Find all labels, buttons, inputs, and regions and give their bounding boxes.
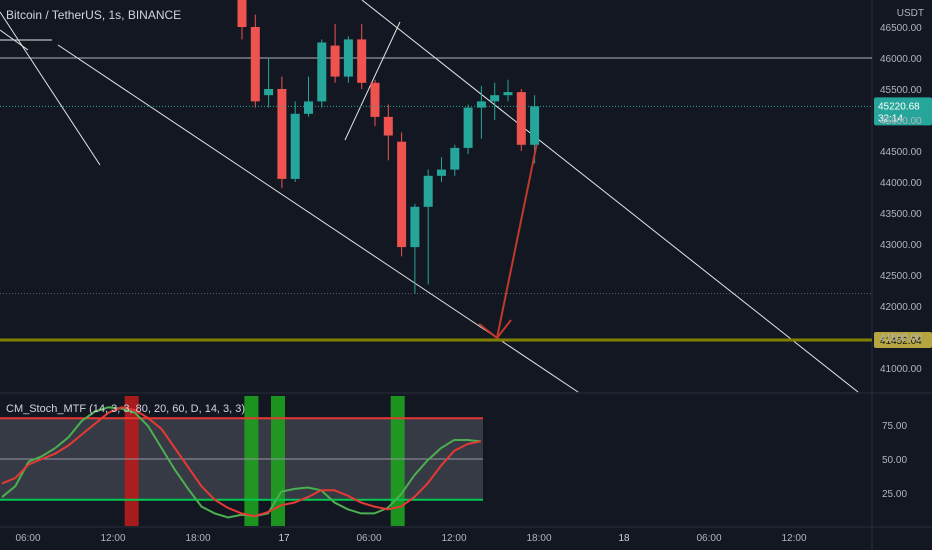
candle-body-11 — [383, 116, 393, 136]
countdown-label: 32:14 — [878, 113, 903, 124]
trendline-5 — [344, 21, 401, 141]
candle-body-14 — [423, 175, 433, 207]
candle-body-17 — [463, 107, 473, 148]
last-price-badge — [874, 97, 932, 126]
stochastic-pane — [0, 396, 483, 526]
level-label: 41452.04 — [880, 336, 922, 347]
time-tick-label: 12:00 — [781, 533, 806, 544]
candle-body-7 — [330, 45, 340, 77]
candle-body-5 — [304, 101, 313, 114]
price-tick-label: 43500.00 — [880, 209, 922, 220]
signal-column-0 — [124, 396, 139, 526]
price-tick-label: 41500.00 — [880, 333, 922, 344]
time-tick-label: 06:00 — [696, 533, 721, 544]
time-tick-label: 18:00 — [185, 533, 210, 544]
candle-body-1 — [250, 27, 260, 102]
time-tick-label: 18:00 — [526, 533, 551, 544]
candle-body-3 — [277, 89, 287, 179]
stoch-tick-label: 75.00 — [882, 421, 907, 432]
candle-body-15 — [437, 169, 446, 176]
candle-body-8 — [343, 39, 353, 77]
candle-body-22 — [530, 106, 540, 145]
candle-body-2 — [264, 89, 274, 96]
candle-body-10 — [370, 82, 380, 117]
currency-label: USDT — [896, 8, 924, 19]
time-tick-label: 17 — [278, 533, 290, 544]
price-tick-label: 43000.00 — [880, 240, 922, 251]
price-tick-label: 42000.00 — [880, 302, 922, 313]
stoch-tick-label: 25.00 — [882, 489, 907, 500]
arrow-head — [478, 319, 512, 340]
time-tick-label: 06:00 — [356, 533, 381, 544]
last-price-label: 45220.68 — [878, 101, 920, 112]
symbol-title[interactable]: Bitcoin / TetherUS, 1s, BINANCE — [6, 8, 182, 22]
candle-body-13 — [410, 206, 420, 248]
candle-body-19 — [490, 95, 500, 102]
time-tick-label: 12:00 — [441, 533, 466, 544]
candle-body-4 — [290, 113, 300, 179]
price-tick-label: 46500.00 — [880, 23, 922, 34]
candle-body-0 — [237, 0, 247, 27]
candle-body-16 — [450, 147, 460, 170]
candle-body-6 — [317, 42, 327, 102]
time-tick-label: 06:00 — [15, 533, 40, 544]
level-badge — [874, 331, 932, 348]
time-tick-label: 12:00 — [100, 533, 125, 544]
price-tick-label: 45500.00 — [880, 85, 922, 96]
price-tick-label: 42500.00 — [880, 271, 922, 282]
price-tick-label: 44500.00 — [880, 147, 922, 158]
price-tick-label: 46000.00 — [880, 54, 922, 65]
price-tick-label: 41000.00 — [880, 364, 922, 375]
indicator-title[interactable]: CM_Stoch_MTF (14, 3, 3, 80, 20, 60, D, 1… — [6, 403, 246, 415]
candle-body-20 — [503, 92, 513, 96]
candle-body-18 — [476, 101, 486, 108]
arrow-shaft — [496, 144, 538, 339]
trendline-0 — [0, 11, 101, 166]
signal-column-2 — [271, 396, 285, 526]
price-tick-label: 45000.00 — [880, 116, 922, 127]
candlestick-series — [237, 0, 540, 294]
signal-column-1 — [244, 396, 259, 526]
time-tick-label: 18 — [618, 533, 630, 544]
stoch-tick-label: 50.00 — [882, 455, 907, 466]
axes: 46500.00 46000.00 45500.00 45000.00 44500.00… — [15, 23, 922, 544]
stoch-series-line-0 — [1, 406, 481, 519]
stoch-series-line-1 — [1, 406, 482, 518]
candle-body-21 — [516, 92, 526, 145]
candle-body-12 — [397, 141, 407, 248]
candle-body-9 — [357, 39, 367, 83]
trendline-4 — [361, 0, 859, 393]
price-tick-label: 44000.00 — [880, 178, 922, 189]
